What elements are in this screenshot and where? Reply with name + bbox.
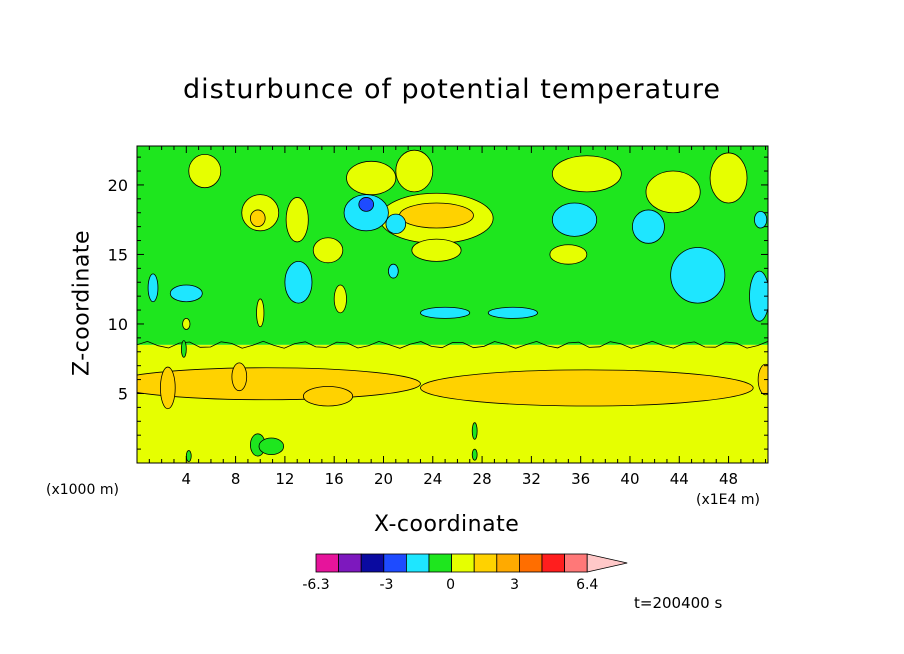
contour-region [670, 247, 726, 304]
colorbar-label: 3 [510, 577, 519, 593]
contour-region [385, 213, 407, 234]
contour-region [420, 369, 754, 407]
colorbar-swatch [519, 553, 543, 573]
colorbar-swatch [383, 553, 407, 573]
contour-region [160, 366, 176, 410]
contour-region [333, 284, 347, 314]
contour-region [285, 197, 309, 243]
contour-region [411, 238, 462, 262]
contour-region [549, 244, 588, 265]
contour-region [302, 386, 354, 407]
contour-region [388, 263, 399, 279]
contour-region [346, 160, 397, 196]
contour-region [749, 270, 768, 322]
colorbar-swatch [451, 553, 475, 573]
colorbar-swatch [315, 553, 340, 573]
colorbar-arrow [586, 553, 628, 573]
colorbar-swatch [360, 553, 385, 573]
x-tick-label: 4 [182, 470, 192, 488]
contour-region [471, 448, 478, 461]
contour-region [399, 202, 474, 229]
contour-region [180, 340, 187, 358]
contour-region [256, 298, 265, 328]
colorbar-swatch [405, 553, 430, 573]
contour-region [258, 437, 285, 456]
contour-region [487, 306, 538, 319]
contour-region [632, 209, 665, 244]
x-tick-label: 24 [423, 470, 442, 488]
y-tick-label: 15 [108, 245, 128, 264]
chart-title: disturbunce of potential temperature [183, 74, 721, 105]
contour-region [169, 284, 203, 303]
contour-region [312, 237, 344, 264]
contour-region [249, 209, 266, 228]
plot-frame [136, 145, 769, 464]
x-tick-label: 32 [522, 470, 541, 488]
colorbar-swatch [496, 553, 520, 573]
contour-region [420, 306, 471, 319]
y-tick-label: 5 [118, 384, 128, 403]
contour-region [185, 450, 192, 463]
contour-line [137, 340, 768, 349]
colorbar-swatch [428, 553, 453, 573]
colorbar-label: -6.3 [302, 577, 329, 593]
x-tick-label: 16 [325, 470, 344, 488]
y-tick-label: 20 [108, 176, 128, 195]
x-tick-label: 12 [275, 470, 294, 488]
contour-region [645, 170, 701, 214]
contour-region [395, 149, 434, 193]
x-unit-left: (x1000 m) [46, 482, 119, 498]
contour-region [231, 362, 248, 392]
colorbar-swatch [473, 553, 498, 573]
colorbar-label: 0 [446, 577, 455, 593]
x-unit-right: (x1E4 m) [696, 492, 760, 508]
contour-region [471, 422, 478, 440]
x-tick-label: 40 [620, 470, 639, 488]
contour-region [137, 367, 421, 401]
colorbar-swatch [541, 553, 566, 573]
colorbar-label: 6.4 [576, 577, 598, 593]
x-tick-label: 36 [571, 470, 590, 488]
contour-region [358, 197, 375, 212]
y-axis-label: Z-coordinate [69, 230, 95, 376]
contour-region [757, 363, 768, 396]
contour-region [182, 318, 191, 330]
x-tick-label: 20 [374, 470, 393, 488]
x-tick-label: 8 [231, 470, 241, 488]
contour-region [188, 153, 222, 189]
contour-region [709, 152, 748, 204]
layer-lower [137, 344, 768, 463]
contour-region [343, 194, 389, 232]
contour-region [551, 202, 598, 237]
contour-region [754, 210, 768, 229]
colorbar-swatch [564, 553, 588, 573]
contour-region [147, 273, 159, 303]
contour-region [284, 260, 313, 304]
y-tick-label: 10 [108, 315, 128, 334]
x-axis-label: X-coordinate [374, 512, 520, 537]
colorbar-label: -3 [379, 577, 393, 593]
time-label: t=200400 s [634, 594, 723, 612]
x-tick-label: 44 [670, 470, 689, 488]
contour-region [551, 155, 622, 193]
colorbar-swatch [338, 553, 362, 573]
x-tick-label: 28 [473, 470, 492, 488]
x-tick-label: 48 [719, 470, 738, 488]
